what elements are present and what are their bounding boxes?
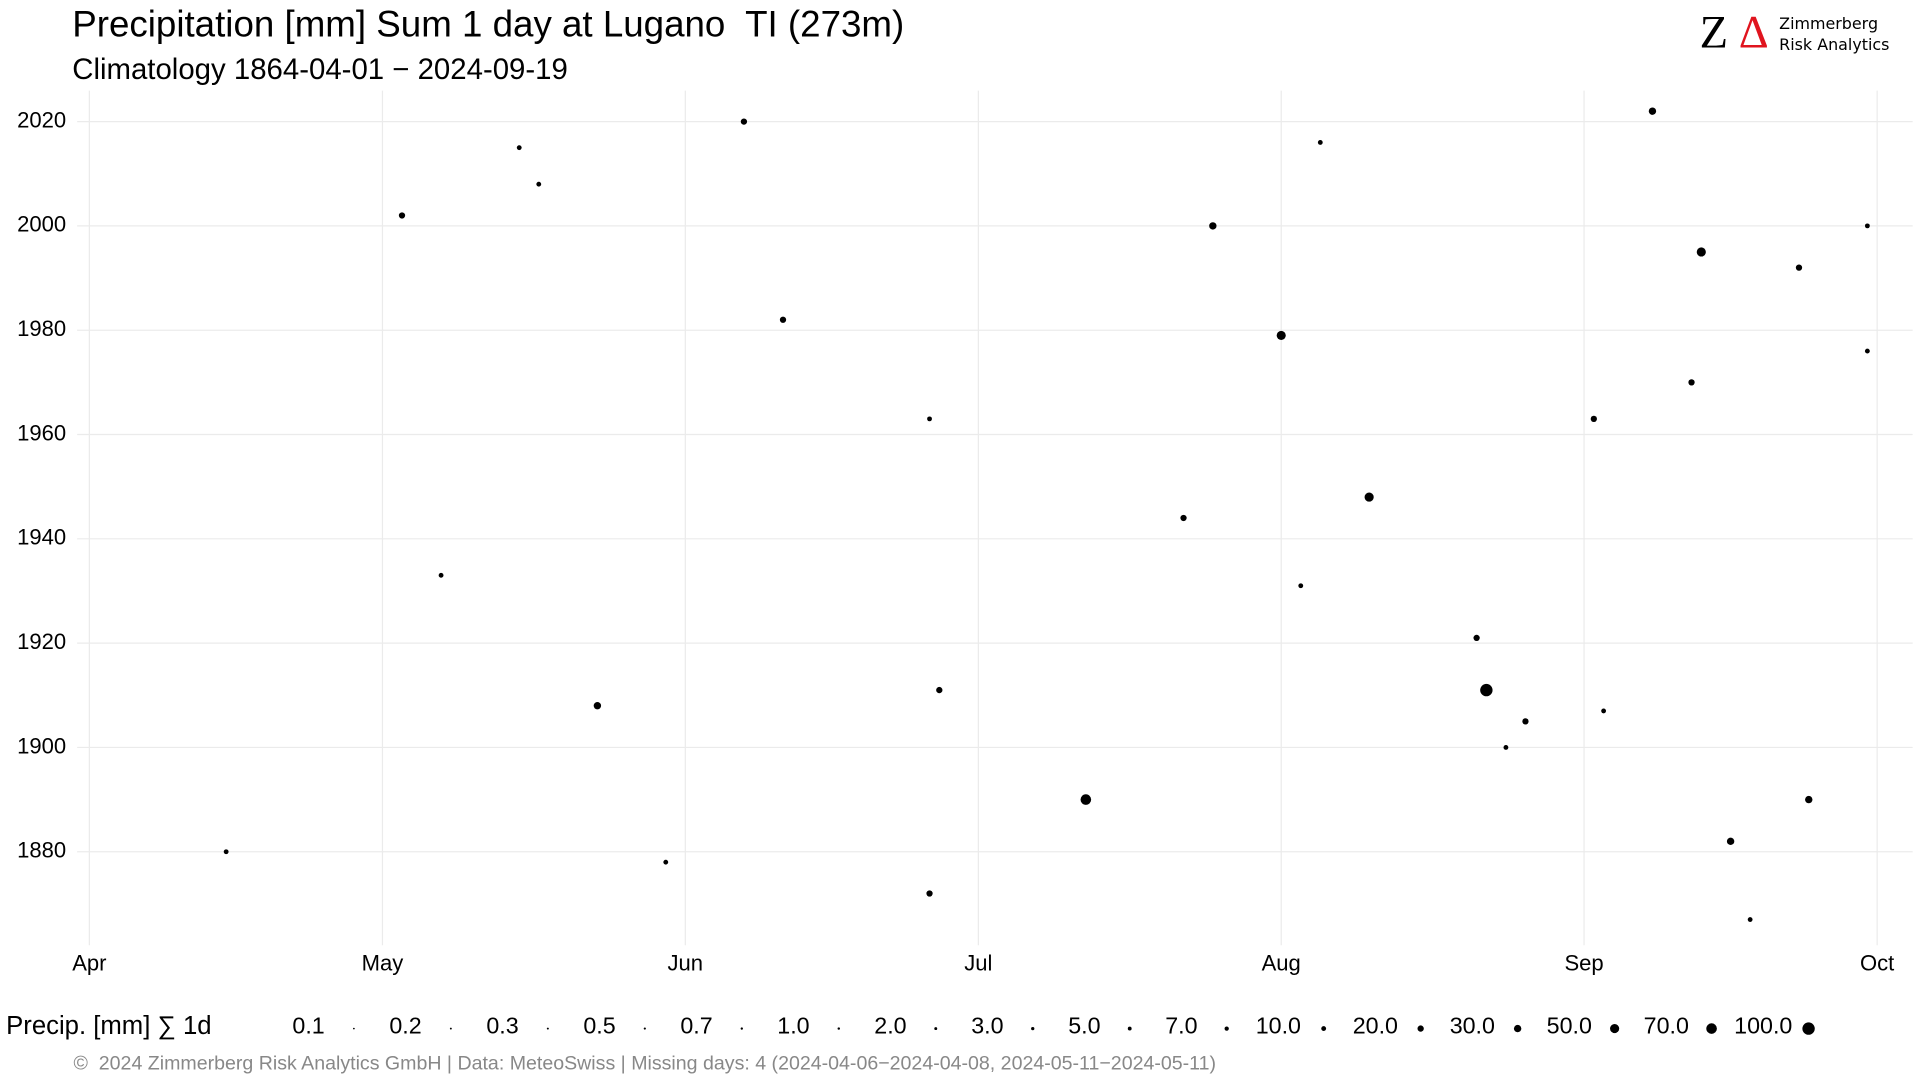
point (1209, 222, 1217, 230)
x-tick-label: Oct (1860, 951, 1894, 976)
footer: © 2024 Zimmerberg Risk Analytics GmbH | … (73, 1052, 1216, 1074)
point (1688, 379, 1695, 386)
legend-dot (740, 1027, 743, 1030)
point (1864, 223, 1870, 229)
point (593, 702, 602, 710)
legend-label: 0.2 (389, 1012, 421, 1038)
point (663, 859, 669, 865)
x-tick-label: Jun (668, 951, 704, 976)
legend-dot (1706, 1023, 1717, 1034)
y-tick-label: 2000 (17, 212, 66, 237)
legend-label: 70.0 (1644, 1012, 1689, 1038)
legend-label: 10.0 (1256, 1012, 1301, 1038)
point (1795, 264, 1803, 271)
point (1364, 492, 1374, 502)
legend-dot (449, 1027, 452, 1030)
legend-title: Precip. [mm] ∑ 1d (6, 1012, 211, 1040)
x-tick-label: Sep (1564, 951, 1603, 976)
logo-delta: Δ (1739, 7, 1769, 58)
point (1805, 795, 1813, 804)
legend-dot (1127, 1026, 1132, 1031)
point (1298, 583, 1304, 589)
point (779, 316, 787, 323)
point (1473, 634, 1480, 642)
point (936, 686, 943, 694)
y-tick-label: 2020 (17, 107, 66, 132)
legend-label: 3.0 (971, 1012, 1003, 1038)
point (1480, 683, 1493, 697)
legend-dot (643, 1027, 646, 1030)
legend-dot (837, 1027, 840, 1030)
point (1180, 514, 1187, 522)
x-tick-label: Apr (72, 951, 106, 976)
y-tick-label: 1920 (17, 629, 66, 654)
point (516, 145, 522, 151)
y-tick-label: 1940 (17, 525, 66, 550)
legend-label: 1.0 (777, 1012, 809, 1038)
point (1080, 794, 1092, 805)
legend-dot (934, 1027, 938, 1031)
point (1590, 415, 1597, 423)
point (1864, 348, 1870, 354)
point (1522, 718, 1529, 725)
point (1503, 745, 1509, 750)
legend-label: 0.7 (680, 1012, 712, 1038)
point (1601, 708, 1607, 714)
point (1276, 330, 1286, 340)
y-tick-label: 1900 (17, 733, 66, 758)
chart-subtitle: Climatology 1864-04-01 − 2024-09-19 (72, 53, 568, 86)
legend-label: 0.1 (292, 1012, 324, 1038)
point (1317, 140, 1323, 145)
point (740, 118, 748, 125)
logo-z: Z (1700, 7, 1728, 58)
legend-dot (1224, 1026, 1229, 1031)
plot-area: 1880 1900 1920 1940 1960 1980 2000 2020 Apr May Ju… (17, 90, 1913, 976)
y-tick-label: 1960 (17, 420, 66, 445)
logo-line: Zimmerberg (1779, 14, 1878, 33)
legend-label: 20.0 (1353, 1012, 1398, 1038)
point (438, 572, 444, 578)
x-tick-label: Aug (1262, 951, 1301, 976)
x-tick-label: Jul (964, 951, 992, 976)
legend-label: 5.0 (1068, 1012, 1100, 1038)
legend-label: 50.0 (1547, 1012, 1592, 1038)
legend-dot (546, 1027, 549, 1030)
legend-label: 100.0 (1734, 1012, 1792, 1038)
y-tick-label: 1980 (17, 316, 66, 341)
point (223, 849, 229, 855)
logo-line: Risk Analytics (1779, 35, 1889, 54)
point (536, 181, 542, 187)
legend-dot (1031, 1026, 1035, 1031)
point (926, 890, 933, 897)
legend-dot (1513, 1024, 1522, 1033)
legend-label: 0.3 (486, 1012, 518, 1038)
y-tick-label: 1880 (17, 838, 66, 863)
point (1747, 917, 1753, 922)
point (927, 416, 932, 422)
legend-dot (1802, 1022, 1815, 1035)
point (1726, 837, 1735, 846)
chart-title: Precipitation [mm] Sum 1 day at Lugano T… (72, 4, 904, 45)
legend-dot (1417, 1025, 1424, 1032)
point (1696, 247, 1706, 257)
legend-label: 30.0 (1450, 1012, 1495, 1038)
point (398, 212, 406, 219)
legend-label: 0.5 (583, 1012, 615, 1038)
legend-dot (353, 1027, 355, 1030)
point (1648, 107, 1657, 115)
legend-dot (1321, 1026, 1327, 1031)
legend-label: 2.0 (874, 1012, 906, 1038)
legend-dot (1610, 1024, 1620, 1034)
x-tick-label: May (362, 951, 404, 976)
legend-label: 7.0 (1165, 1012, 1197, 1038)
